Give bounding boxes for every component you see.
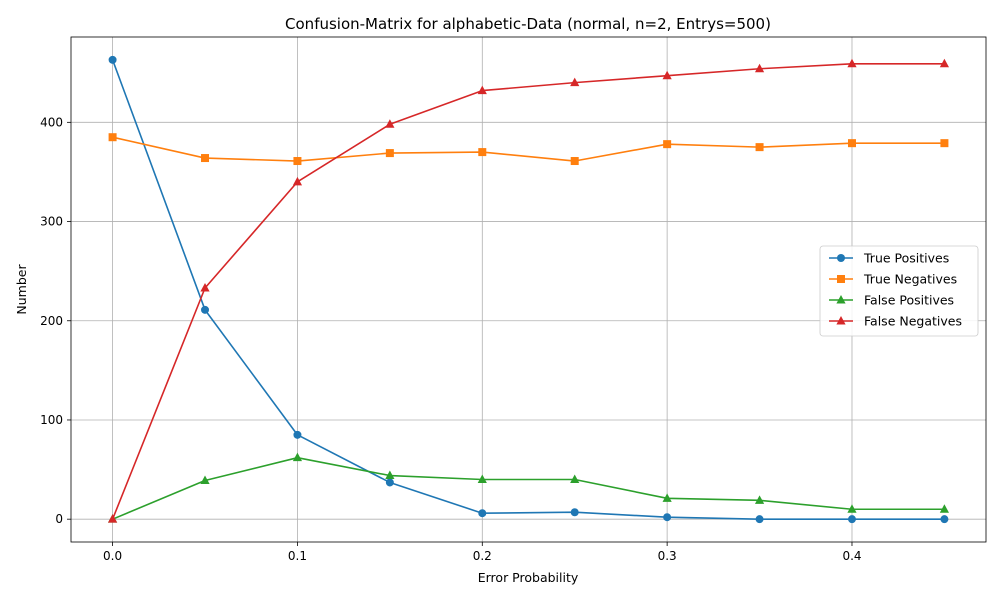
legend-item: False Negatives — [829, 314, 962, 329]
data-point — [847, 58, 857, 68]
data-point — [939, 58, 950, 68]
data-point — [385, 470, 395, 480]
data-point — [847, 515, 856, 524]
data-point — [570, 157, 579, 166]
data-point — [292, 176, 303, 186]
x-tick-label: 0.4 — [842, 549, 861, 563]
data-point — [847, 139, 856, 148]
series-layer — [107, 55, 950, 524]
data-point — [108, 55, 117, 64]
legend-item: False Positives — [829, 293, 954, 308]
series-line — [111, 62, 945, 520]
data-point — [385, 119, 395, 128]
y-tick-label: 400 — [40, 115, 63, 129]
data-point — [662, 493, 672, 502]
legend-marker — [836, 316, 846, 325]
series-line — [112, 456, 945, 520]
legend-marker — [836, 295, 846, 304]
series-true-positives — [108, 55, 949, 524]
data-point — [201, 154, 210, 163]
data-point — [478, 509, 487, 518]
data-point — [385, 149, 394, 158]
series-line — [112, 136, 945, 162]
data-point — [200, 283, 210, 292]
data-point — [200, 475, 210, 484]
x-tick-label: 0.1 — [288, 549, 307, 563]
legend-label: False Negatives — [864, 314, 962, 329]
data-point — [570, 77, 580, 87]
data-point — [940, 515, 949, 524]
data-point — [755, 515, 764, 524]
legend-marker — [837, 254, 845, 262]
data-point — [662, 70, 672, 80]
series-true-negatives — [108, 133, 949, 166]
data-point — [940, 139, 949, 148]
series-line — [111, 59, 945, 520]
x-tick-label: 0.2 — [473, 549, 492, 563]
data-point — [754, 63, 765, 73]
series-false-negatives — [107, 58, 950, 523]
data-point — [201, 305, 210, 314]
data-point — [107, 514, 118, 523]
data-point — [663, 513, 672, 522]
data-point — [570, 508, 579, 517]
x-tick-label: 0.0 — [103, 549, 122, 563]
data-point — [663, 140, 672, 149]
y-tick-label: 100 — [40, 413, 63, 427]
legend-marker — [837, 275, 845, 283]
data-point — [293, 430, 302, 439]
y-tick-label: 0 — [55, 512, 63, 526]
y-tick-label: 300 — [40, 215, 63, 229]
data-point — [478, 148, 487, 157]
data-point — [939, 504, 950, 513]
x-axis-label: Error Probability — [478, 570, 579, 585]
legend-box — [819, 245, 979, 337]
legend-label: False Positives — [864, 293, 954, 308]
data-point — [847, 504, 857, 513]
data-point — [477, 85, 487, 95]
data-point — [293, 157, 302, 166]
legend-label: True Negatives — [863, 272, 957, 287]
data-point — [754, 495, 765, 504]
legend-label: True Positives — [863, 251, 949, 266]
plot-frame — [70, 36, 987, 543]
y-axis-label: Number — [14, 264, 29, 315]
legend-item: True Negatives — [829, 272, 957, 287]
data-point — [570, 474, 580, 483]
legend-item: True Positives — [829, 251, 949, 266]
chart-title: Confusion-Matrix for alphabetic-Data (no… — [285, 15, 771, 33]
data-point — [477, 474, 487, 483]
data-point — [292, 452, 303, 462]
legend: True Positives True Negatives False Positi… — [819, 245, 979, 337]
y-tick-label: 200 — [40, 314, 63, 328]
data-point — [108, 133, 117, 142]
axis-ticks: 0.0 0.1 0.2 0.3 0.4 0 100 200 300 400 — [40, 115, 861, 563]
x-tick-label: 0.3 — [658, 549, 677, 563]
data-point — [385, 478, 394, 487]
data-point — [755, 143, 764, 152]
